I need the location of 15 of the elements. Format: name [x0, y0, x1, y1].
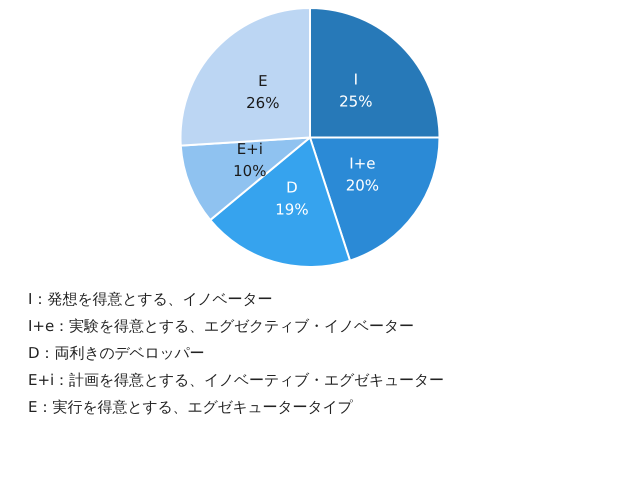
slice-label: E+i: [236, 140, 263, 158]
data-label: 25%: [339, 92, 372, 111]
text: E+i：計画を得意とする、イノベーティブ・エグゼキューター: [28, 370, 444, 391]
data-label: 10%: [233, 162, 266, 180]
slice-label: I+e: [349, 154, 376, 172]
text: I：発想を得意とする、イノベーター: [28, 289, 274, 310]
text: D：両利きのデベロッパー: [28, 343, 206, 364]
data-label: 19%: [275, 200, 309, 219]
data-label: 20%: [346, 176, 380, 194]
slice-label: D: [286, 178, 298, 197]
data-label: 26%: [246, 94, 280, 112]
slice-label: I: [354, 70, 358, 89]
slice-label: E: [258, 72, 268, 90]
text: I+e：実験を得意とする、エグゼクティブ・イノベーター: [28, 316, 416, 337]
text: E：実行を得意とする、エグゼキュータータイプ: [28, 397, 354, 418]
